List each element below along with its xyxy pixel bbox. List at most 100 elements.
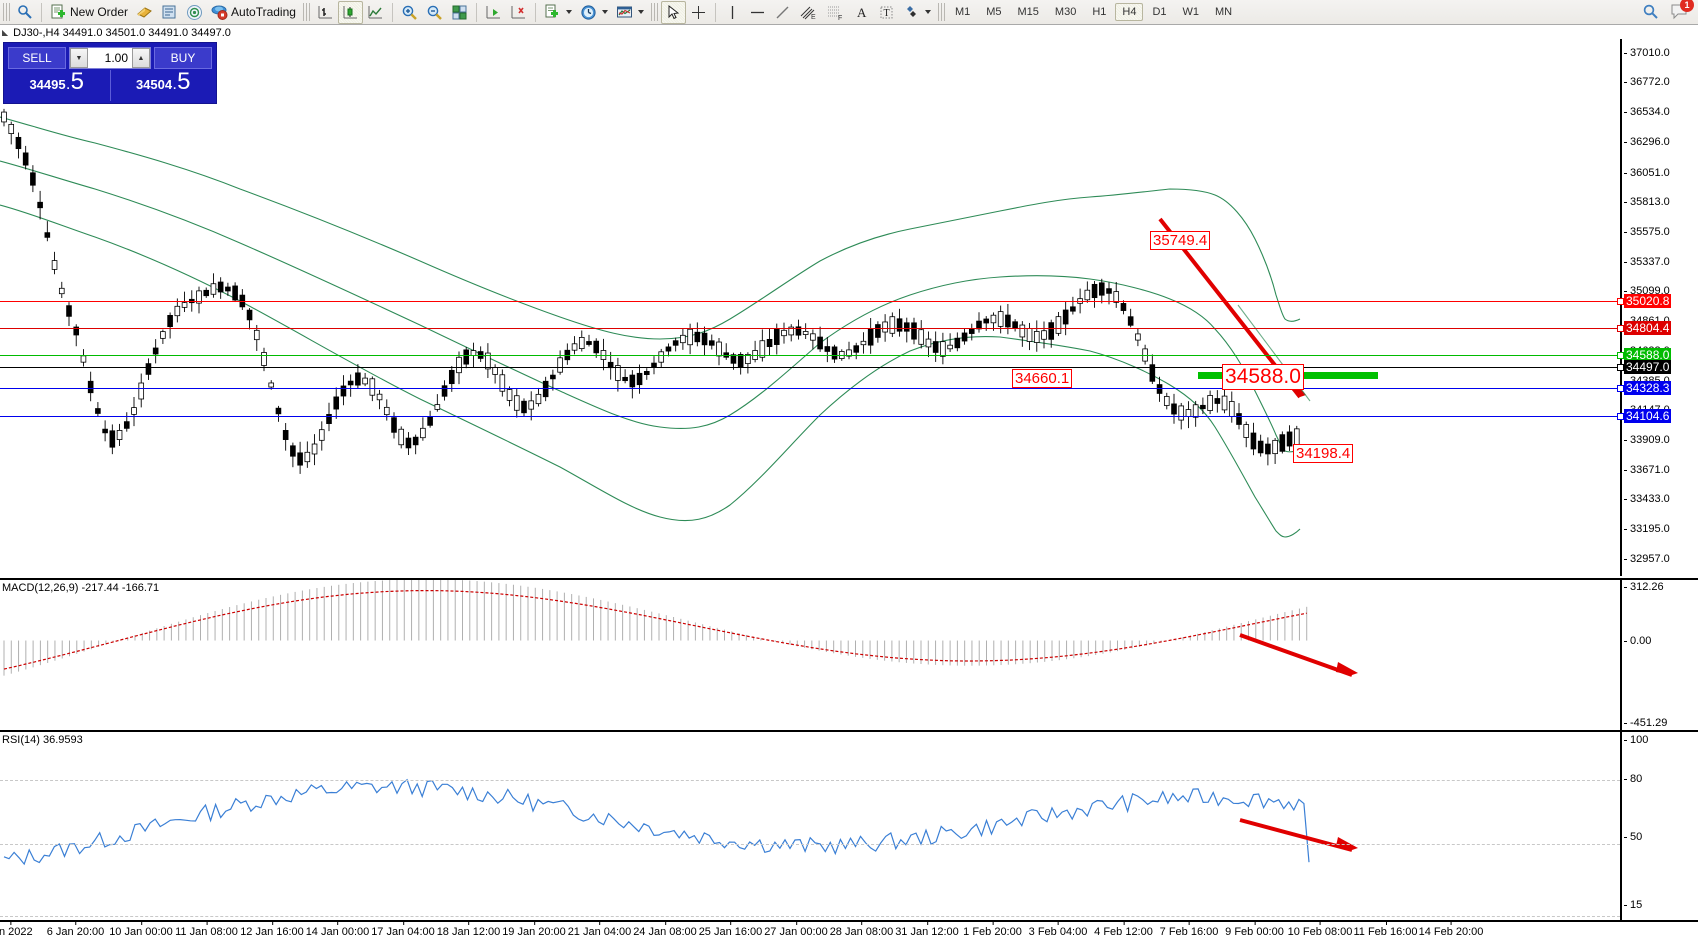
current-price-line[interactable] [0, 363, 1624, 371]
buy-price[interactable]: 34504 . 5 [111, 70, 217, 101]
shapes-icon[interactable] [899, 1, 935, 24]
resistance-line-35020[interactable] [0, 298, 1624, 306]
zoom-in-icon[interactable] [397, 1, 422, 24]
trendline-icon[interactable] [770, 1, 795, 24]
line-chart-icon[interactable] [363, 1, 388, 24]
time-tick-8: 19 Jan 20:00 [502, 921, 566, 938]
resistance-line-34804-handle[interactable] [1617, 325, 1624, 333]
toolbar-grip-2[interactable] [302, 3, 310, 21]
divider-3 [475, 2, 477, 22]
resistance-line-35020-handle[interactable] [1617, 298, 1624, 306]
equidistant-channel-icon[interactable]: E [795, 1, 822, 24]
time-tick-21: 11 Feb 16:00 [1353, 921, 1418, 938]
gold-icon[interactable] [132, 1, 157, 24]
time-tick-16: 3 Feb 04:00 [1028, 921, 1088, 938]
new-order-button[interactable]: New Order [46, 1, 132, 24]
crosshair-icon[interactable] [686, 1, 711, 24]
search-icon[interactable] [13, 1, 37, 24]
buy-button[interactable]: BUY [154, 47, 212, 69]
buy-price-main: 34504 [135, 77, 173, 92]
price-pane[interactable]: 37010.0 36772.0 36534.0 36296.0 36051.0 35813… [0, 39, 1698, 576]
period-icon[interactable] [576, 1, 612, 24]
one-click-price-row: 34495 . 5 34504 . 5 [4, 70, 216, 101]
volume-increase-icon[interactable]: ▲ [132, 48, 150, 68]
support-line-34328[interactable] [0, 384, 1624, 392]
chevron-down-icon-2[interactable] [601, 10, 608, 14]
volume-value[interactable]: 1.00 [104, 51, 128, 65]
rsi-y-axis[interactable]: 100 80 50 15 [1620, 732, 1698, 948]
toolbar-grip-3[interactable] [650, 3, 658, 21]
sell-button[interactable]: SELL [8, 47, 66, 69]
toolbar-grip[interactable] [3, 3, 10, 21]
time-tick-18: 7 Feb 16:00 [1159, 921, 1219, 938]
price-tick-33433.0: 33433.0 [1624, 493, 1698, 505]
svg-text:A: A [857, 5, 867, 20]
toolbar-grip-4[interactable] [937, 3, 945, 21]
terminal-icon[interactable] [157, 1, 182, 24]
macd-y-axis[interactable]: 312.26 0.00 -451.29 [1620, 580, 1698, 730]
signal-icon[interactable] [182, 1, 207, 24]
cursor-icon[interactable] [660, 0, 686, 24]
support-line-34588-handle[interactable] [1617, 352, 1624, 360]
chevron-down-icon-4[interactable] [924, 10, 931, 14]
search-icon-right[interactable] [1642, 3, 1660, 21]
notifications-icon[interactable]: 1 [1670, 0, 1694, 21]
toolbar-right-group: 1 [1642, 0, 1698, 21]
timeframe-h1[interactable]: H1 [1092, 6, 1107, 18]
bollinger-lower-band [0, 204, 1301, 538]
support-line-34328-handle[interactable] [1617, 384, 1624, 392]
annotation-34198[interactable]: 34198.4 [1293, 444, 1354, 463]
chart-shift-icon[interactable] [481, 1, 506, 24]
hline-icon[interactable] [745, 1, 770, 24]
rsi-pane[interactable]: RSI(14) 36.9593 100 80 50 15 [0, 730, 1698, 948]
collapse-arrow-icon[interactable]: ◣ [2, 28, 9, 37]
chevron-down-icon[interactable] [565, 10, 572, 14]
candlestick-icon[interactable] [337, 0, 363, 24]
volume-dropdown-icon[interactable]: ▼ [70, 48, 88, 68]
resistance-line-34804[interactable] [0, 325, 1624, 333]
rsi-label: RSI(14) 36.9593 [2, 734, 83, 746]
timeframe-mn[interactable]: MN [1215, 6, 1233, 18]
support-line-34328-label: 34328.3 [1624, 380, 1672, 395]
timeframe-w1[interactable]: W1 [1182, 6, 1200, 18]
add-indicator-icon[interactable] [540, 1, 576, 24]
macd-chart-svg [3, 580, 1358, 677]
annotation-34660[interactable]: 34660.1 [1012, 369, 1073, 388]
price-tick-35813.0: 35813.0 [1624, 196, 1698, 208]
timeframe-h4[interactable]: H4 [1115, 3, 1144, 21]
current-price-line-handle[interactable] [1617, 363, 1624, 371]
chevron-down-icon-3[interactable] [637, 10, 644, 14]
support-line-34104-handle[interactable] [1617, 412, 1624, 420]
support-line-34588[interactable] [0, 352, 1624, 360]
vline-icon[interactable] [720, 1, 745, 24]
fibonacci-icon[interactable]: F [822, 1, 849, 24]
tile-windows-icon[interactable] [447, 1, 472, 24]
one-click-top-row: SELL ▼ 1.00 ▲ BUY [4, 43, 216, 70]
timeframe-m15[interactable]: M15 [1017, 6, 1039, 18]
macd-tick-0.00: 0.00 [1624, 635, 1698, 647]
templates-icon[interactable] [612, 1, 648, 24]
timeframe-m1[interactable]: M1 [954, 6, 971, 18]
timeframe-d1[interactable]: D1 [1152, 6, 1167, 18]
auto-scroll-icon[interactable] [506, 1, 531, 24]
rsi-grid-15 [0, 916, 1620, 917]
zoom-out-icon[interactable] [422, 1, 447, 24]
bar-chart-icon[interactable] [313, 1, 338, 24]
rsi-tick-100: 100 [1624, 734, 1698, 746]
sell-price[interactable]: 34495 . 5 [4, 70, 110, 101]
price-y-axis[interactable]: 37010.0 36772.0 36534.0 36296.0 36051.0 35813… [1620, 39, 1698, 576]
label-icon[interactable]: T [874, 1, 899, 24]
timeframe-m30[interactable]: M30 [1054, 6, 1077, 18]
text-icon[interactable]: A [849, 1, 874, 24]
annotation-34588[interactable]: 34588.0 [1222, 364, 1304, 390]
volume-field[interactable]: ▼ 1.00 ▲ [69, 47, 151, 69]
rsi-line [3, 778, 1310, 866]
annotation-35749[interactable]: 35749.4 [1150, 231, 1211, 250]
macd-pane[interactable]: MACD(12,26,9) -217.44 -166.71 312.26 0.00… [0, 578, 1698, 732]
one-click-trading-panel[interactable]: SELL ▼ 1.00 ▲ BUY 34495 . 5 34504 . 5 [3, 42, 217, 104]
timeframe-m5[interactable]: M5 [986, 6, 1002, 18]
support-line-34104[interactable] [0, 412, 1624, 420]
price-tick-36296.0: 36296.0 [1624, 136, 1698, 148]
autotrading-button[interactable]: AutoTrading [207, 1, 300, 24]
